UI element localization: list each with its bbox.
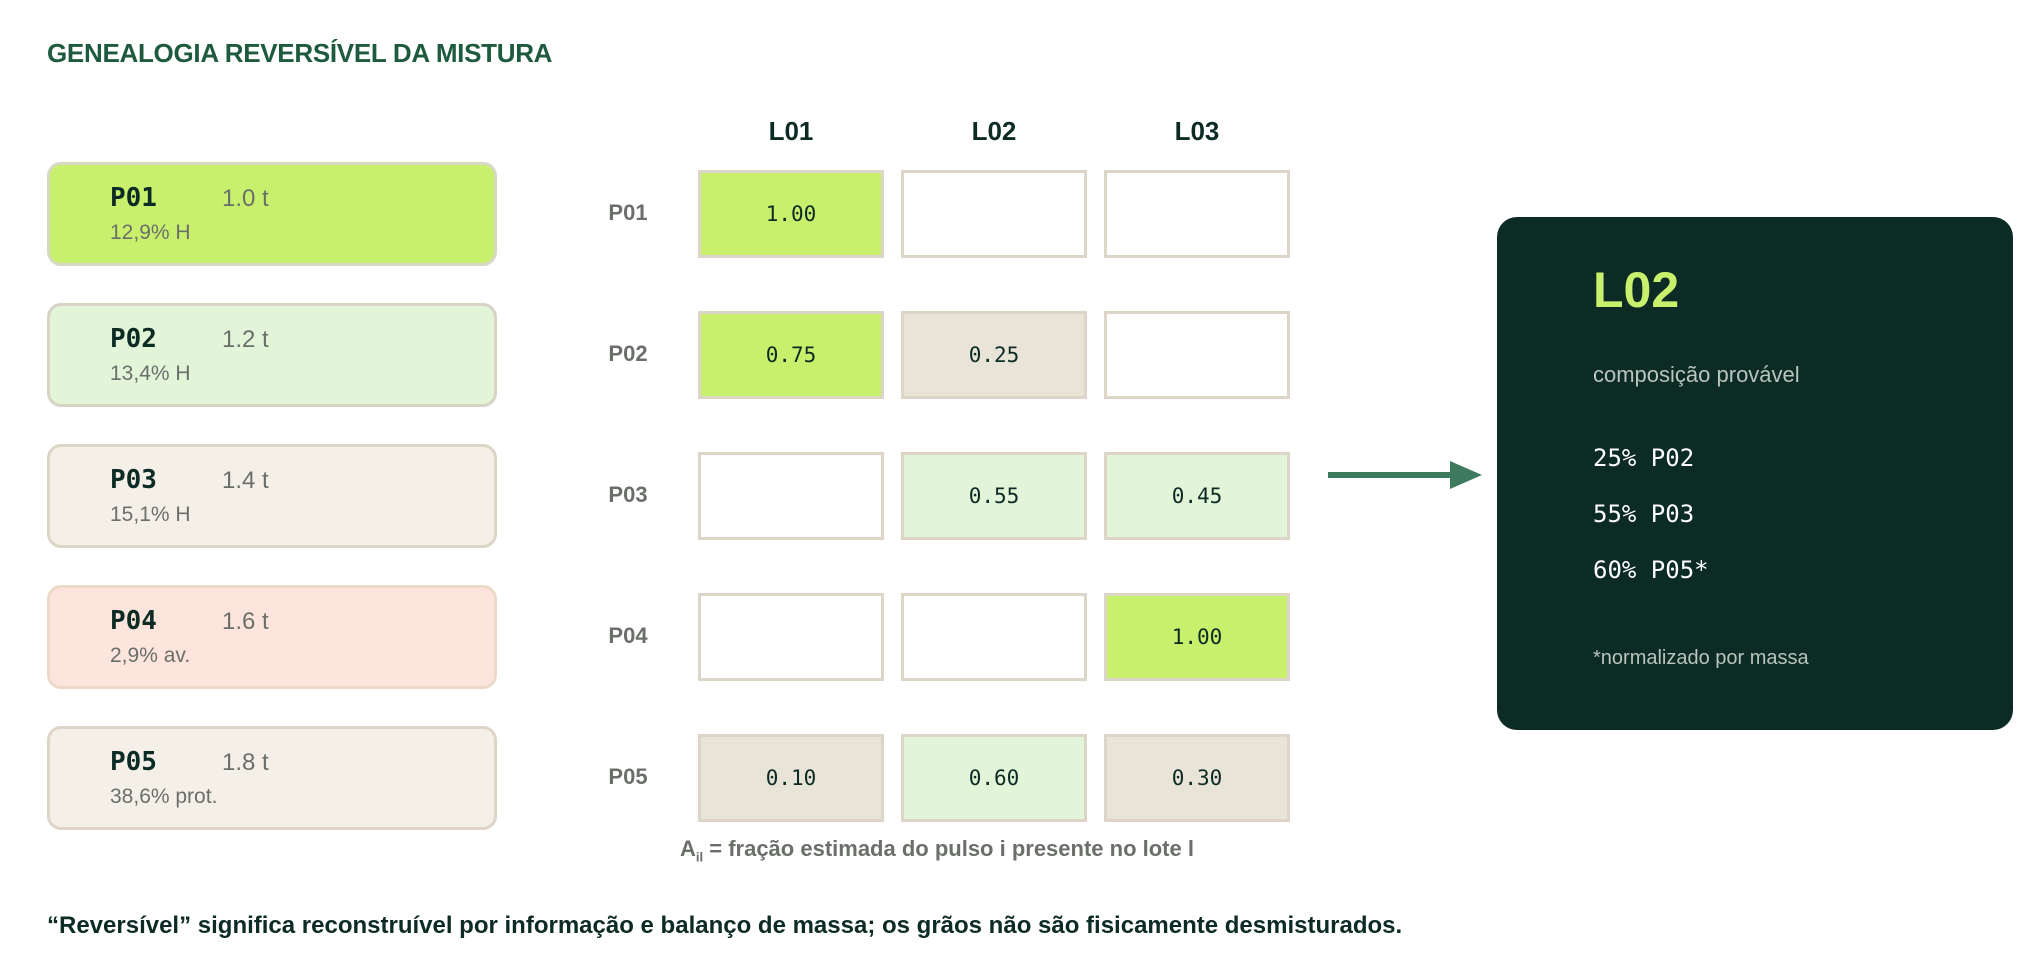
result-note: *normalizado por massa — [1593, 647, 1809, 669]
page-title: GENEALOGIA REVERSÍVEL DA MISTURA — [47, 38, 553, 68]
pulse-mass: 1.2 t — [222, 326, 269, 353]
matrix-cell — [698, 593, 884, 681]
pulse-card: P02 1.2 t 13,4% H — [47, 303, 497, 407]
matrix-cell: 1.00 — [698, 170, 884, 258]
matrix-cell: 0.60 — [901, 734, 1087, 822]
row-header: P02 — [608, 341, 648, 366]
matrix-cell — [1104, 170, 1290, 258]
matrix-cell: 0.10 — [698, 734, 884, 822]
result-panel: L02 composição provável 25% P02 55% P03 … — [1497, 217, 2013, 730]
pulse-id: P01 — [110, 183, 157, 213]
pulse-note: 12,9% H — [110, 221, 191, 244]
pulse-note: 13,4% H — [110, 362, 191, 385]
footnote: “Reversível” significa reconstruível por… — [47, 912, 1403, 939]
pulse-note: 38,6% prot. — [110, 785, 218, 808]
matrix-cell: 0.55 — [901, 452, 1087, 540]
result-line: 60% P05* — [1593, 556, 1709, 584]
pulse-card: P03 1.4 t 15,1% H — [47, 444, 497, 548]
pulse-note: 15,1% H — [110, 503, 191, 526]
matrix-cell: 0.45 — [1104, 452, 1290, 540]
matrix-cell — [901, 593, 1087, 681]
pulse-id: P05 — [110, 747, 157, 777]
matrix-cell — [901, 170, 1087, 258]
pulse-card: P01 1.0 t 12,9% H — [47, 162, 497, 266]
pulse-mass: 1.8 t — [222, 749, 269, 776]
caption-text: = fração estimada do pulso i presente no… — [703, 836, 1194, 861]
pulse-id: P02 — [110, 324, 157, 354]
pulse-id: P03 — [110, 465, 157, 495]
column-header: L01 — [768, 116, 814, 146]
matrix-cell: 1.00 — [1104, 593, 1290, 681]
result-line: 55% P03 — [1593, 500, 1695, 528]
row-header: P01 — [608, 200, 648, 225]
pulse-mass: 1.0 t — [222, 185, 269, 212]
arrow-right-icon — [1328, 461, 1482, 489]
matrix-caption: Ail = fração estimada do pulso i present… — [680, 836, 1194, 864]
pulse-mass: 1.6 t — [222, 608, 269, 635]
result-title: L02 — [1593, 262, 1680, 318]
matrix-cell: 0.25 — [901, 311, 1087, 399]
matrix-cell: 0.30 — [1104, 734, 1290, 822]
result-subtitle: composição provável — [1593, 362, 1800, 387]
result-line: 25% P02 — [1593, 444, 1695, 472]
row-header: P04 — [608, 623, 648, 648]
caption-subscript: il — [695, 849, 704, 865]
matrix-cell: 0.75 — [698, 311, 884, 399]
row-header: P05 — [608, 764, 648, 789]
caption-symbol: A — [680, 836, 696, 861]
column-header: L03 — [1174, 116, 1220, 146]
matrix-cell — [698, 452, 884, 540]
matrix-cell — [1104, 311, 1290, 399]
pulse-card: P04 1.6 t 2,9% av. — [47, 585, 497, 689]
pulse-id: P04 — [110, 606, 157, 636]
row-header: P03 — [608, 482, 648, 507]
pulse-mass: 1.4 t — [222, 467, 269, 494]
column-header: L02 — [971, 116, 1017, 146]
pulse-card: P05 1.8 t 38,6% prot. — [47, 726, 497, 830]
pulse-note: 2,9% av. — [110, 644, 191, 667]
